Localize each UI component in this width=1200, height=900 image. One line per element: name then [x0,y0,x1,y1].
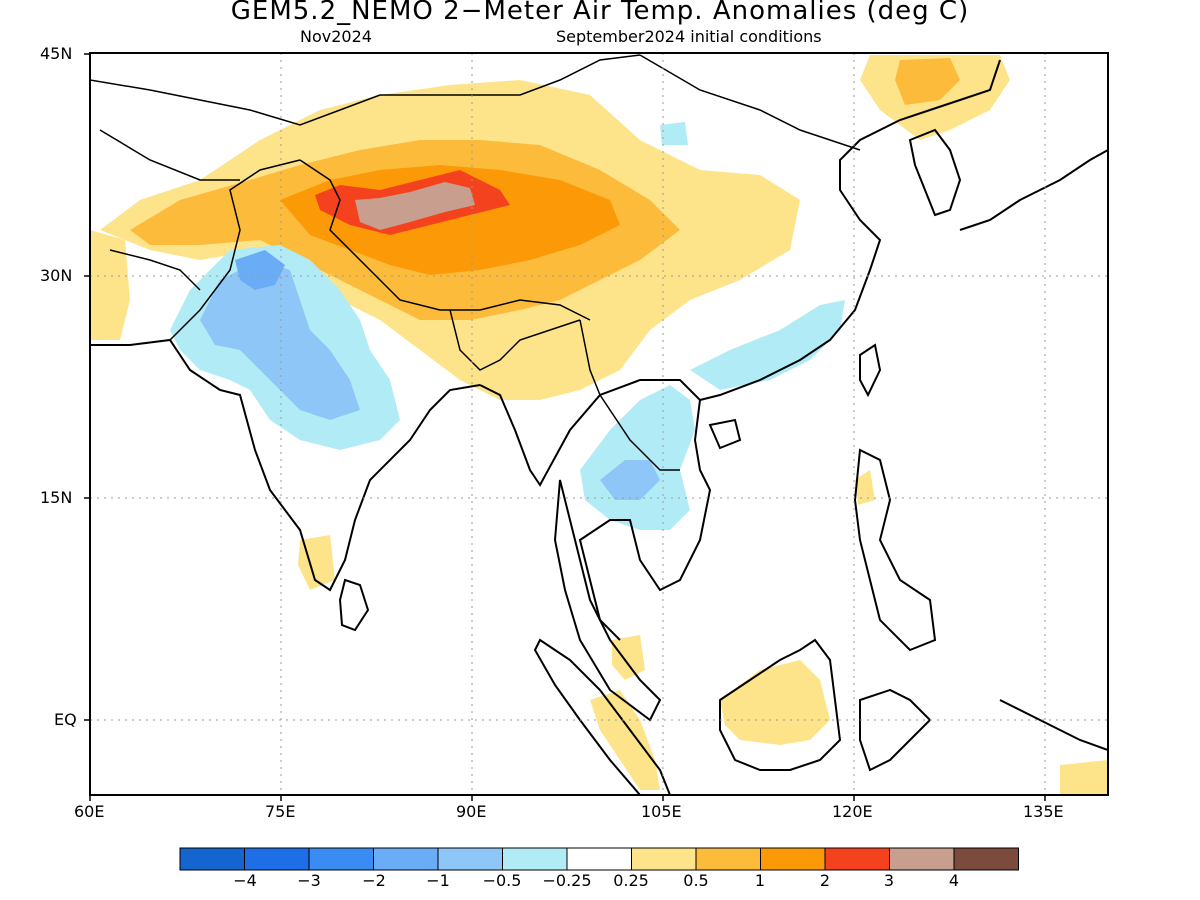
coastlines [90,59,1108,795]
initial-conditions: September2024 initial conditions [556,27,822,46]
cool-region-north [660,122,688,145]
warm-region-malaysia [612,635,645,680]
colorbar-swatch [631,847,697,871]
coastline-hainan [708,418,742,450]
lon-label-90E: 90E [456,802,487,821]
border-line-8 [109,249,201,291]
colorbar-label: −0.5 [482,871,522,890]
lat-label-EQ: EQ [54,710,77,729]
border-line-4 [169,159,301,341]
coastline-japan [959,149,1108,231]
forecast-month: Nov2024 [300,27,372,46]
colorbar-swatch [244,847,310,871]
cool-region-south-china [690,300,845,390]
cool-region-indochina-core [600,460,660,500]
warm-region-sumatra [590,690,660,790]
colorbar-label: −2 [362,871,386,890]
colorbar-swatch [760,847,826,871]
lon-label-75E: 75E [265,802,296,821]
colorbar-swatch [695,847,761,871]
colorbar-label: 0.25 [613,871,649,890]
lon-label-60E: 60E [74,802,105,821]
warm-region-west-edge [90,230,130,340]
borders [90,54,861,471]
warm-region-philippines [855,470,875,505]
colorbar-label: −1 [426,871,450,890]
border-line-6 [449,309,581,371]
colorbar-label: 4 [948,871,960,890]
colorbar-label: 1 [754,871,766,890]
coastline-sumatra [533,638,672,795]
lon-label-105E: 105E [641,802,682,821]
colorbar-swatch [308,847,374,871]
coastline-sri-lanka [338,578,370,632]
colorbar-swatch [502,847,568,871]
map-title: GEM5.2_NEMO 2−Meter Air Temp. Anomalies … [230,0,970,26]
coastline-new-guinea [999,699,1108,751]
colorbar-swatch [953,847,1019,871]
border-line-10 [99,129,240,181]
colorbar-label: −3 [297,871,321,890]
warm-region-max [355,182,475,230]
lat-label-15N: 15N [40,488,73,507]
lat-label-30N: 30N [40,266,73,285]
warm-region-southeast-corner [1060,760,1108,795]
border-line-1 [90,79,381,126]
cool-region-india-core [235,250,285,290]
colorbar [179,847,1019,871]
colorbar-swatch [566,847,632,871]
colorbar-label: 3 [883,871,895,890]
coastline-sulawesi [859,688,932,772]
map-frame [89,52,1109,796]
colorbar-label: 0.5 [683,871,709,890]
coastline-korea [908,128,962,217]
cool-region-india-mid [200,260,360,420]
border-line-7 [579,319,601,396]
colorbar-swatch [179,847,245,871]
axis-ticks [84,53,1046,801]
lat-label-45N: 45N [40,44,73,63]
coastline-malay-peninsula [553,479,662,722]
anomaly-shading [90,55,1108,795]
coastline-india [90,338,481,592]
colorbar-swatch [889,847,955,871]
lon-label-135E: 135E [1023,802,1064,821]
coastline-philippines [853,448,937,652]
border-line-2 [380,54,641,96]
coastline-indochina [479,379,712,641]
coastline-borneo [719,638,842,771]
coastline-china-east [699,59,1001,401]
colorbar-label: 2 [819,871,831,890]
colorbar-label: −4 [233,871,257,890]
border-line-3 [639,54,861,151]
colorbar-swatch [824,847,890,871]
cool-region-indochina [580,385,695,530]
border-line-9 [599,394,680,471]
lon-label-120E: 120E [832,802,873,821]
border-line-5 [299,159,591,321]
coastline-taiwan [859,343,882,398]
warm-region-northeast-core [895,58,960,105]
colorbar-swatch [373,847,439,871]
colorbar-swatch [437,847,503,871]
grid-lines [90,53,1108,795]
warm-region-south-india [298,535,335,590]
colorbar-label: −0.25 [542,871,592,890]
